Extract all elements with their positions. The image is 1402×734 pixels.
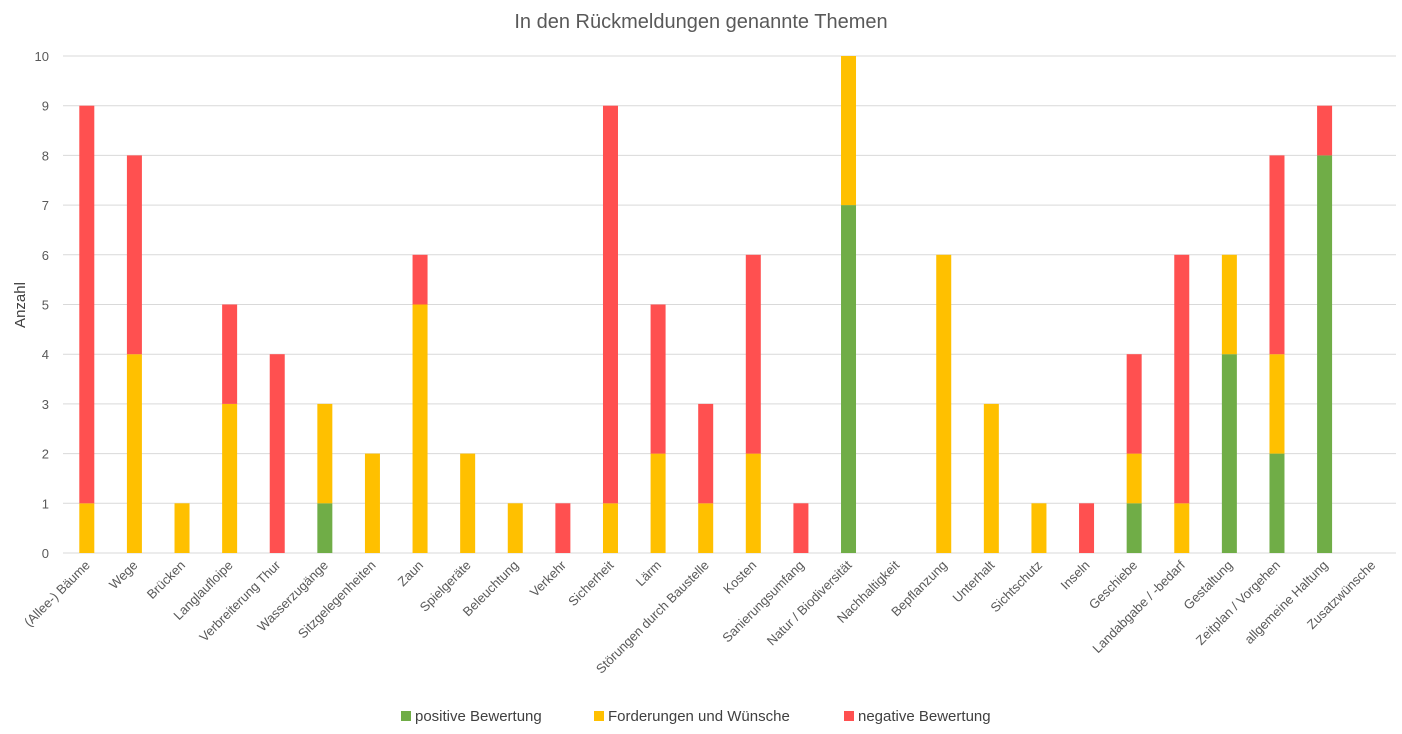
bar-segment <box>79 503 95 553</box>
x-tick-label: allgemeine Haltung <box>1241 558 1330 647</box>
bars <box>79 56 1333 554</box>
legend-swatch <box>401 711 411 721</box>
x-tick-label: Sanierungsumfang <box>719 558 807 646</box>
bar-segment <box>698 503 714 553</box>
bar-segment <box>507 503 523 553</box>
legend: positive Bewertung Forderungen und Wünsch… <box>401 708 991 725</box>
x-tick-label: Unterhalt <box>950 557 998 605</box>
x-tick-label: Zaun <box>395 558 427 590</box>
legend-swatch <box>844 711 854 721</box>
bar-segment <box>841 56 857 206</box>
bar-segment <box>1269 354 1285 454</box>
bar-segment <box>1221 254 1237 355</box>
bar-segment <box>1126 453 1142 504</box>
bar-segment <box>841 205 857 553</box>
bar-segment <box>1126 354 1142 454</box>
y-tick-labels: 0 1 2 3 4 5 6 7 8 9 10 <box>35 49 49 561</box>
x-tick-label: Kosten <box>720 558 759 597</box>
legend-swatch <box>594 711 604 721</box>
legend-label: negative Bewertung <box>858 708 991 725</box>
bar-segment <box>793 503 809 553</box>
y-tick-label: 0 <box>42 546 49 561</box>
x-tick-label: (Allee-) Bäume <box>21 558 93 630</box>
x-tick-label: Lärm <box>633 558 665 590</box>
bar-segment <box>555 503 571 553</box>
bar-segment <box>317 403 333 504</box>
y-tick-label: 1 <box>42 496 49 511</box>
y-tick-label: 7 <box>42 198 49 213</box>
bar-segment <box>936 254 952 554</box>
y-tick-label: 9 <box>42 99 49 114</box>
bar-segment <box>745 254 761 454</box>
x-tick-label: Verbreiterung Thur <box>196 557 284 645</box>
bar-segment <box>698 403 714 504</box>
bar-segment <box>1317 105 1333 156</box>
bar-segment <box>1174 503 1190 553</box>
bar-segment <box>745 453 761 553</box>
y-tick-label: 6 <box>42 248 49 263</box>
bar-segment <box>1221 354 1237 553</box>
bar-segment <box>602 503 618 553</box>
bar-segment <box>317 503 333 553</box>
y-tick-label: 8 <box>42 148 49 163</box>
bar-segment <box>1269 155 1285 355</box>
bar-segment <box>412 254 428 305</box>
legend-label: positive Bewertung <box>415 708 542 725</box>
legend-item: positive Bewertung <box>401 708 542 725</box>
bar-segment <box>1079 503 1095 553</box>
legend-label: Forderungen und Wünsche <box>608 708 790 725</box>
bar-segment <box>1174 254 1190 504</box>
bar-segment <box>126 354 142 553</box>
x-tick-labels: (Allee-) Bäume Wege BrückenLanglaufloipeVe… <box>21 557 1378 676</box>
bar-segment <box>1126 503 1142 553</box>
bar-segment <box>79 105 95 504</box>
bar-segment <box>364 453 380 553</box>
bar-segment <box>174 503 190 553</box>
x-tick-label: Inseln <box>1058 558 1093 593</box>
y-axis-label: Anzahl <box>12 282 29 328</box>
y-tick-label: 5 <box>42 298 49 313</box>
bar-segment <box>1317 155 1333 553</box>
y-tick-label: 2 <box>42 447 49 462</box>
gridlines <box>63 55 1396 554</box>
bar-segment <box>269 354 285 553</box>
bar-segment <box>983 403 999 553</box>
bar-segment <box>1269 453 1285 553</box>
x-tick-label: Landabgabe / -bedarf <box>1089 557 1188 656</box>
bar-segment <box>602 105 618 504</box>
x-tick-label: Brücken <box>144 558 188 602</box>
y-tick-label: 4 <box>42 347 49 362</box>
bar-segment <box>222 304 238 404</box>
bar-segment <box>126 155 142 355</box>
x-tick-label: Sicherheit <box>565 557 617 609</box>
x-tick-label: Wege <box>106 558 140 592</box>
bar-segment <box>460 453 476 553</box>
x-tick-label: Verkehr <box>527 557 570 600</box>
bar-segment <box>412 304 428 553</box>
bar-segment <box>1031 503 1047 553</box>
x-tick-label: Sichtschutz <box>987 558 1045 616</box>
legend-item: negative Bewertung <box>844 708 991 725</box>
x-tick-label: Zeitplan / Vorgehen <box>1193 558 1283 648</box>
x-tick-label: Natur / Biodiversität <box>764 557 855 648</box>
bar-segment <box>222 403 238 553</box>
legend-item: Forderungen und Wünsche <box>594 708 790 725</box>
bar-segment <box>650 304 666 454</box>
y-tick-label: 10 <box>35 49 49 64</box>
y-tick-label: 3 <box>42 397 49 412</box>
bar-segment <box>650 453 666 553</box>
chart-title: In den Rückmeldungen genannte Themen <box>514 11 887 33</box>
